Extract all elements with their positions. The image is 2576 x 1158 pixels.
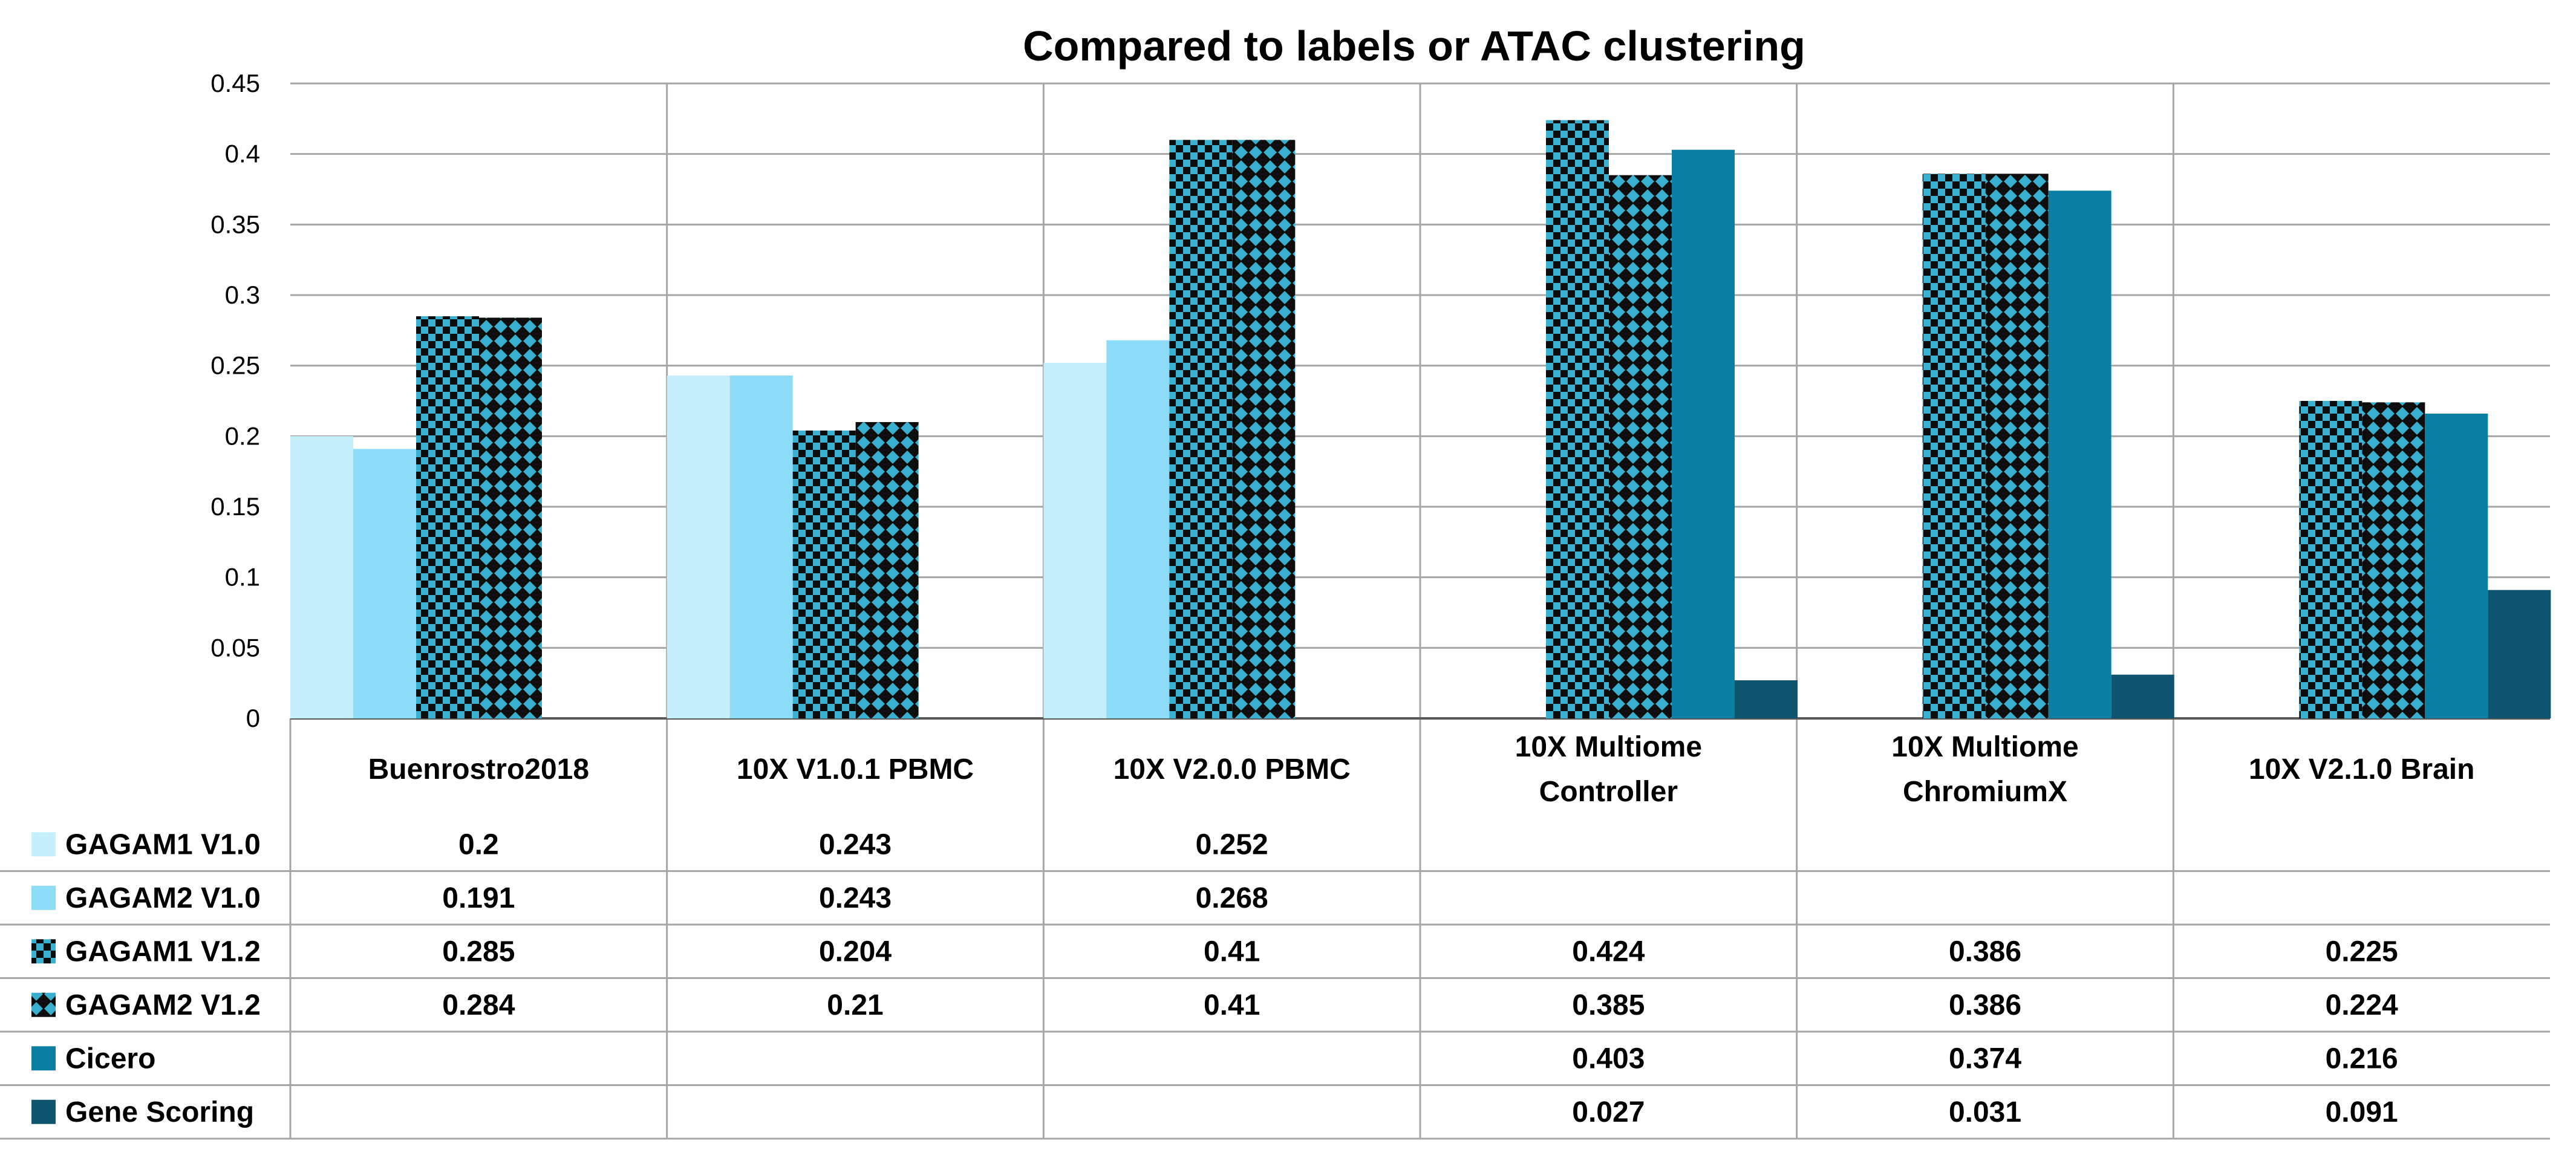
table-cell-value: 0.204 [819, 935, 892, 968]
table-cell-value: 0.243 [819, 828, 892, 860]
table-cell-value: 0.224 [2326, 989, 2398, 1021]
table-cell-value: 0.284 [442, 989, 515, 1021]
table-cell-value: 0.091 [2326, 1096, 2398, 1128]
bar-cicero-10x-v2-1-0-brain [2425, 414, 2488, 718]
bar-gagam2-v1-0-10x-v2-0-0-pbmc [1106, 340, 1170, 718]
bar-gagam1-v1-0-10x-v1-0-1-pbmc [667, 376, 730, 718]
bar-cicero-10x-multiome-chromiumx [2048, 190, 2111, 718]
table-cell-value: 0.243 [819, 882, 892, 914]
category-label-10x-multiome-chromiumx: 10X Multiome ChromiumX [1891, 731, 2078, 808]
category-label-line: Controller [1539, 776, 1678, 808]
table-cell-value: 0.216 [2326, 1043, 2398, 1075]
category-label-line: 10X Multiome [1891, 731, 2078, 763]
legend-key-gene-scoring [31, 1099, 56, 1124]
table-cell-value: 0.027 [1572, 1096, 1645, 1128]
table-cell-value: 0.031 [1949, 1096, 2021, 1128]
y-tick-label: 0.1 [225, 563, 260, 591]
bar-gagam2-v1-2-buenrostro2018 [479, 317, 542, 718]
legend-label-gagam1-v1-2: GAGAM1 V1.2 [65, 935, 261, 968]
legend-label-gagam2-v1-0: GAGAM2 V1.0 [65, 882, 261, 914]
bar-gagam2-v1-2-10x-multiome-controller [1609, 175, 1672, 719]
bar-gagam2-v1-2-10x-v2-0-0-pbmc [1232, 140, 1296, 719]
y-tick-label: 0.45 [210, 69, 260, 97]
category-label-line: Buenrostro2018 [368, 753, 589, 786]
bar-gagam1-v1-2-10x-multiome-chromiumx [1922, 174, 1986, 718]
legend-key-gagam2-v1-0 [31, 885, 56, 910]
bar-gene-scoring-10x-multiome-chromiumx [2111, 674, 2174, 718]
table-cell-value: 0.2 [458, 828, 499, 860]
y-tick-label: 0.25 [210, 351, 260, 380]
chart-title: Compared to labels or ATAC clustering [1023, 22, 1805, 70]
legend-key-gagam1-v1-0 [31, 832, 56, 857]
category-label-line: ChromiumX [1903, 776, 2067, 808]
legend-label-cicero: Cicero [65, 1043, 155, 1075]
bar-gagam2-v1-2-10x-v1-0-1-pbmc [855, 422, 919, 718]
category-label-line: 10X V1.0.1 PBMC [737, 753, 974, 786]
legend-key-gagam1-v1-2 [31, 939, 56, 964]
table-cell-value: 0.424 [1572, 935, 1645, 968]
category-label-10x-v2-0-0-pbmc: 10X V2.0.0 PBMC [1114, 753, 1351, 786]
bar-gagam1-v1-2-10x-multiome-controller [1546, 120, 1609, 718]
y-tick-label: 0.2 [225, 421, 260, 450]
table-cell-value: 0.403 [1572, 1043, 1645, 1075]
bar-gagam2-v1-2-10x-v2-1-0-brain [2362, 402, 2425, 718]
category-label-10x-v1-0-1-pbmc: 10X V1.0.1 PBMC [737, 753, 974, 786]
bar-gagam1-v1-0-buenrostro2018 [290, 436, 353, 718]
legend-key-cicero [31, 1046, 56, 1071]
category-label-line: 10X Multiome [1515, 731, 1702, 763]
table-cell-value: 0.285 [442, 935, 515, 968]
legend-key-gagam2-v1-2 [31, 992, 56, 1017]
y-tick-label: 0.05 [210, 633, 260, 662]
bar-gagam1-v1-2-10x-v2-1-0-brain [2299, 401, 2362, 718]
table-cell-value: 0.41 [1204, 935, 1260, 968]
table-cell-value: 0.374 [1949, 1043, 2021, 1075]
bar-gagam1-v1-2-10x-v1-0-1-pbmc [792, 431, 856, 718]
category-label-buenrostro2018: Buenrostro2018 [368, 753, 589, 786]
table-cell-value: 0.252 [1196, 828, 1268, 860]
table-cell-value: 0.21 [827, 989, 883, 1021]
category-label-line: 10X V2.1.0 Brain [2249, 753, 2475, 786]
category-label-10x-multiome-controller: 10X Multiome Controller [1515, 731, 1702, 808]
bar-cicero-10x-multiome-controller [1672, 149, 1735, 718]
table-cell-value: 0.386 [1949, 935, 2021, 968]
y-tick-label: 0 [246, 704, 260, 732]
legend-label-gagam1-v1-0: GAGAM1 V1.0 [65, 828, 261, 860]
y-tick-label: 0.4 [225, 140, 260, 168]
bar-gagam2-v1-0-10x-v1-0-1-pbmc [729, 376, 793, 718]
table-cell-value: 0.41 [1204, 989, 1260, 1021]
legend-label-gene-scoring: Gene Scoring [65, 1096, 254, 1128]
bar-gene-scoring-10x-multiome-controller [1735, 680, 1798, 718]
bar-gagam2-v1-0-buenrostro2018 [353, 449, 416, 718]
category-label-line: 10X V2.0.0 PBMC [1114, 753, 1351, 786]
category-label-10x-v2-1-0-brain: 10X V2.1.0 Brain [2249, 753, 2475, 786]
bar-gagam2-v1-2-10x-multiome-chromiumx [1985, 174, 2049, 718]
y-tick-label: 0.3 [225, 281, 260, 309]
table-cell-value: 0.268 [1196, 882, 1268, 914]
y-tick-label: 0.35 [210, 210, 260, 238]
bar-gagam1-v1-0-10x-v2-0-0-pbmc [1043, 363, 1107, 718]
table-cell-value: 0.385 [1572, 989, 1645, 1021]
table-cell-value: 0.225 [2326, 935, 2398, 968]
bar-gagam1-v1-2-10x-v2-0-0-pbmc [1169, 140, 1233, 719]
bar-gagam1-v1-2-buenrostro2018 [416, 316, 479, 718]
y-tick-label: 0.15 [210, 492, 260, 521]
bar-gene-scoring-10x-v2-1-0-brain [2488, 590, 2551, 718]
legend-label-gagam2-v1-2: GAGAM2 V1.2 [65, 989, 261, 1021]
table-cell-value: 0.386 [1949, 989, 2021, 1021]
table-cell-value: 0.191 [442, 882, 515, 914]
